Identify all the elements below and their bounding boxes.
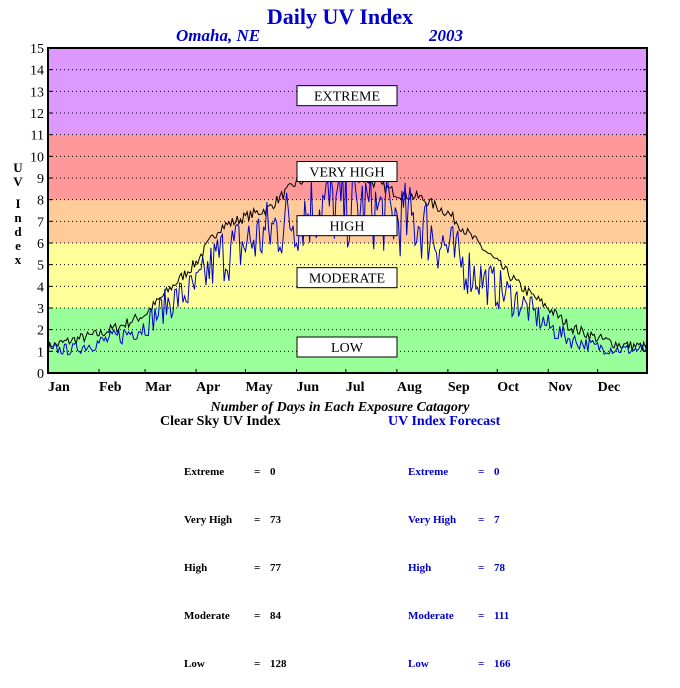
row-value: 78	[494, 562, 505, 574]
row-value: 166	[494, 658, 511, 670]
x-tick-label: Sep	[448, 380, 470, 395]
year-label: 2003	[429, 26, 463, 45]
y-tick-label: 12	[30, 107, 44, 122]
row-label: Very High	[184, 514, 233, 526]
y-axis-label-char: n	[14, 210, 22, 225]
row-value: 0	[270, 466, 276, 478]
row-label: Low	[184, 658, 205, 670]
x-tick-label: Oct	[497, 380, 519, 395]
y-tick-label: 5	[37, 259, 44, 274]
band-label: HIGH	[330, 220, 365, 235]
y-tick-label: 14	[30, 64, 44, 79]
summary-row: Moderate = 84	[184, 610, 281, 622]
plot-frame	[47, 47, 648, 374]
y-axis-label-char: U	[13, 160, 23, 175]
row-value: 77	[270, 562, 281, 574]
x-tick-label: Apr	[196, 380, 220, 395]
band-label: MODERATE	[309, 272, 385, 287]
location-label: Omaha, NE	[176, 26, 261, 45]
y-axis-label-char: d	[14, 224, 22, 239]
forecast-summary-title: UV Index Forecast	[388, 414, 501, 429]
row-label: High	[408, 562, 432, 574]
summary-row: Very High = 7	[408, 514, 500, 526]
summary-row: Moderate = 111	[408, 610, 510, 622]
forecast-summary-table: Extreme = 0 Very High = 7 High = 78 Moderate = 1…	[408, 430, 511, 688]
y-axis-label-char: I	[15, 196, 20, 211]
x-tick-label: Jan	[48, 380, 70, 395]
summary-row: Extreme = 0	[408, 466, 500, 478]
x-tick-label: Jul	[346, 380, 365, 395]
x-tick-label: Aug	[397, 380, 422, 395]
row-value: 111	[494, 610, 510, 622]
y-tick-label: 3	[37, 302, 44, 317]
y-tick-label: 9	[37, 172, 44, 187]
summary-row: Very High = 73	[184, 514, 281, 526]
summary-row: High = 78	[408, 562, 505, 574]
clear-sky-summary-title: Clear Sky UV Index	[160, 414, 281, 429]
clear-sky-summary-table: Extreme = 0 Very High = 73 High = 77 Moderate =…	[184, 430, 287, 688]
x-tick-label: Jun	[296, 380, 319, 395]
series-line-uv-index-forecast	[47, 167, 648, 356]
y-tick-label: 10	[30, 150, 44, 165]
y-axis-label-char: x	[15, 252, 22, 267]
y-tick-label: 4	[37, 280, 44, 295]
x-tick-label: Mar	[145, 380, 171, 395]
summary-row: Low = 166	[408, 658, 511, 670]
summary-row: High = 77	[184, 562, 281, 574]
summary-row: Extreme = 0	[184, 466, 276, 478]
row-label: Low	[408, 658, 429, 670]
row-value: 73	[270, 514, 281, 526]
y-axis-label-char: V	[13, 174, 23, 189]
exposure-summary-heading: Number of Days in Each Exposure Catagory	[210, 400, 470, 415]
row-value: 128	[270, 658, 287, 670]
band-label-box	[296, 85, 398, 107]
band-label: LOW	[331, 341, 364, 356]
x-tick-label: Nov	[548, 380, 572, 395]
y-tick-label: 8	[37, 194, 44, 209]
y-axis-label-char: e	[15, 238, 21, 253]
y-tick-label: 6	[37, 237, 44, 252]
row-label: Moderate	[408, 610, 454, 622]
band-label: VERY HIGH	[309, 166, 384, 181]
row-label: Moderate	[184, 610, 230, 622]
summary-row: Low = 128	[184, 658, 287, 670]
chart-title: Daily UV Index	[266, 4, 414, 29]
row-label: Extreme	[408, 466, 449, 478]
band-label-box	[296, 336, 398, 358]
y-tick-label: 13	[30, 85, 44, 100]
row-value: 84	[270, 610, 281, 622]
row-label: Very High	[408, 514, 457, 526]
band-label-box	[296, 267, 398, 289]
y-tick-label: 2	[37, 324, 44, 339]
y-tick-label: 0	[37, 367, 44, 382]
row-value: 0	[494, 466, 500, 478]
row-label: Extreme	[184, 466, 225, 478]
y-tick-label: 1	[37, 345, 44, 360]
band-label-box	[296, 215, 398, 237]
y-tick-label: 11	[31, 129, 44, 144]
row-label: High	[184, 562, 208, 574]
x-tick-label: Feb	[99, 380, 122, 395]
x-tick-label: May	[245, 380, 272, 395]
y-tick-label: 15	[30, 42, 44, 57]
band-label: EXTREME	[314, 90, 380, 105]
row-value: 7	[494, 514, 500, 526]
band-label-box	[296, 161, 398, 182]
y-tick-label: 7	[37, 215, 44, 230]
x-tick-label: Dec	[598, 380, 621, 395]
